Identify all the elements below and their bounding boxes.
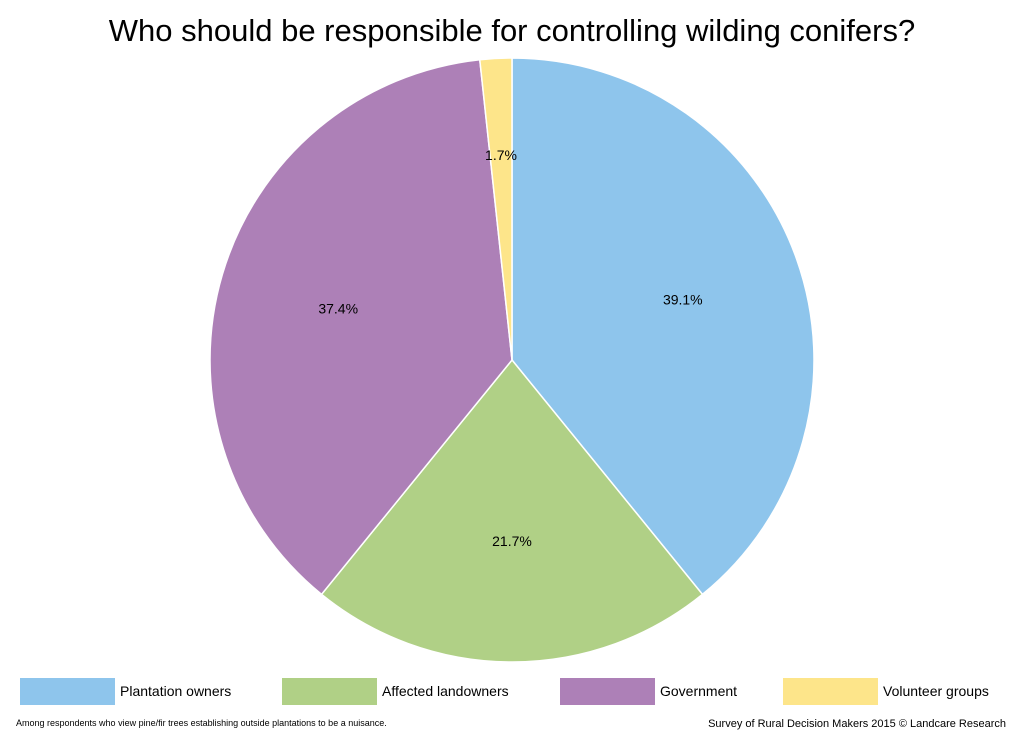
pie-slice-plantation-owners [511, 57, 815, 596]
pie-value-labels: 39.1% 21.7% 37.4% 1.7% [318, 147, 702, 549]
legend-label: Volunteer groups [883, 683, 989, 699]
pie-value-label: 39.1% [663, 291, 703, 307]
legend-label: Plantation owners [120, 683, 232, 699]
legend-swatch [560, 677, 655, 705]
chart-title: Who should be responsible for controllin… [108, 13, 916, 48]
legend-label: Government [660, 683, 738, 699]
legend-swatch [20, 677, 115, 705]
pie-value-label: 21.7% [492, 533, 532, 549]
legend-item-government: Government [560, 677, 737, 705]
legend-item-plantation-owners: Plantation owners [20, 677, 231, 705]
legend-swatch [282, 677, 377, 705]
legend-item-volunteer-groups: Volunteer groups [783, 677, 989, 705]
pie-value-label: 1.7% [485, 147, 517, 163]
legend-item-affected-landowners: Affected landowners [282, 677, 509, 705]
pie-slices [209, 57, 815, 663]
pie-chart: 39.1% 21.7% 37.4% 1.7% [209, 57, 815, 663]
legend-label: Affected landowners [382, 683, 509, 699]
legend: Plantation owners Affected landowners Go… [20, 677, 1020, 705]
pie-value-label: 37.4% [318, 301, 358, 317]
pie-slice-government [209, 58, 513, 596]
footnote: Among respondents who view pine/fir tree… [16, 718, 387, 728]
pie-slice-volunteer-groups [478, 57, 513, 361]
legend-swatch [783, 677, 878, 705]
credit: Survey of Rural Decision Makers 2015 © L… [708, 718, 1006, 730]
pie-slice-affected-landowners [320, 358, 704, 663]
